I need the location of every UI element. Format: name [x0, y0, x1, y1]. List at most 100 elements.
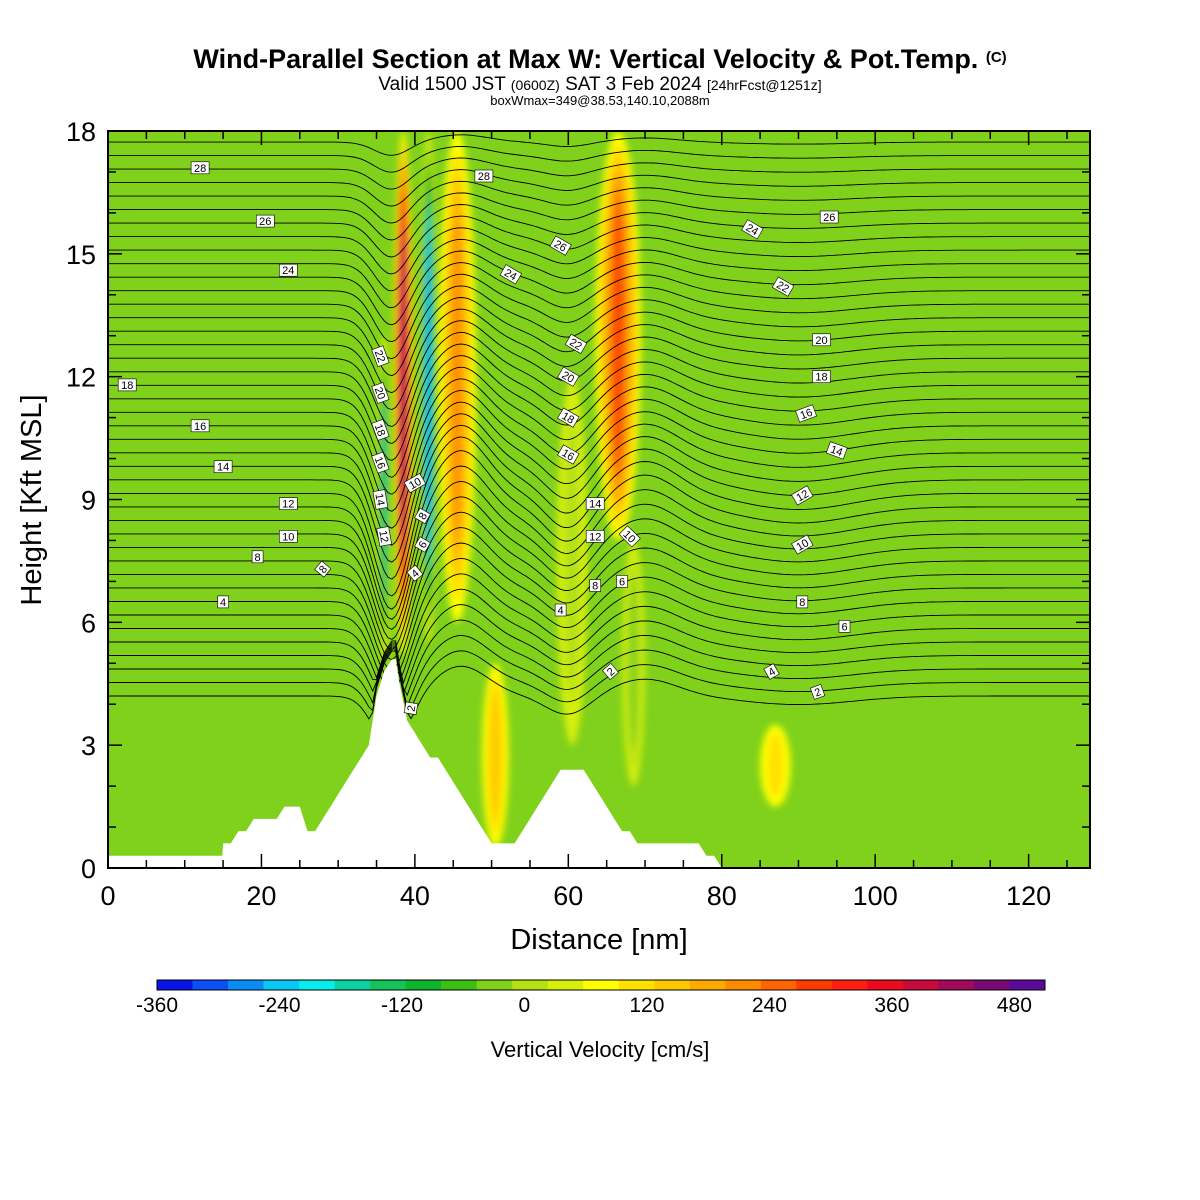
- w-feature-updraft: [760, 724, 791, 807]
- contour-label-text: 8: [592, 581, 598, 593]
- colorbar-swatch: [547, 980, 584, 990]
- x-axis: 0 20 40 60 80 100 120: [100, 131, 1068, 911]
- contour-label: 16: [557, 444, 580, 465]
- contour-label-box: [314, 560, 332, 578]
- contour-label: 28: [474, 169, 494, 183]
- contour-label-text: 2: [406, 704, 419, 712]
- theta-contour: [108, 436, 1090, 597]
- contour-label-box: [557, 407, 580, 428]
- w-band: [629, 577, 638, 750]
- contour-label: 12: [278, 497, 298, 511]
- contour-label-box: [795, 404, 817, 423]
- contour-label-box: [371, 382, 390, 404]
- colorbar-swatch: [760, 980, 797, 990]
- theta-contour: [108, 378, 1090, 512]
- contour-label-box: [616, 575, 628, 588]
- contour-label-box: [557, 366, 580, 387]
- y-axis: 0 3 6 9 12 15 18: [66, 117, 1090, 884]
- contour-label-text: 12: [376, 529, 390, 543]
- x-tick-label: 80: [707, 881, 737, 911]
- contour-label-text: 12: [282, 499, 294, 511]
- colorbar-swatch: [867, 980, 904, 990]
- colorbar-swatch: [973, 980, 1010, 990]
- contour-label: 8: [589, 579, 602, 593]
- contour-label-box: [251, 550, 264, 564]
- contour-label: 10: [791, 534, 814, 555]
- contour-label: 20: [557, 366, 580, 387]
- contour-label: 8: [796, 595, 809, 609]
- contour-label-box: [406, 564, 424, 582]
- contour-label-text: 22: [372, 349, 387, 365]
- colorbar-swatch: [370, 980, 406, 990]
- w-band: [453, 219, 461, 534]
- colorbar-tick-label: 480: [997, 994, 1032, 1017]
- contour-label: 28: [190, 161, 210, 175]
- contour-label: 18: [371, 419, 390, 441]
- contour-label-text: 14: [372, 493, 386, 507]
- x-axis-label: Distance [nm]: [510, 924, 687, 956]
- theta-contour: [108, 169, 1090, 207]
- colorbar-swatch: [157, 980, 193, 990]
- contour-label: 8: [414, 507, 431, 525]
- contour-label-box: [278, 263, 298, 277]
- theta-contour: [108, 650, 1090, 720]
- contour-label-text: 20: [559, 369, 576, 386]
- theta-contour: [108, 285, 1090, 377]
- chart-title: Wind-Parallel Section at Max W: Vertical…: [0, 44, 1200, 75]
- contour-label: 6: [414, 536, 431, 553]
- contour-label-text: 4: [766, 666, 777, 679]
- contour-label-box: [618, 525, 641, 548]
- contour-label-box: [217, 595, 229, 609]
- colorbar-swatch: [192, 980, 229, 990]
- contour-label-text: 18: [372, 422, 387, 438]
- x-tick-label: 60: [553, 881, 583, 911]
- theta-contour: [108, 604, 1090, 696]
- w-band: [564, 418, 580, 704]
- contour-label: 6: [616, 575, 628, 588]
- contour-label-box: [499, 264, 523, 285]
- theta-contour: [108, 413, 1090, 563]
- contour-label: 24: [499, 264, 523, 285]
- x-tick-label: 100: [853, 881, 898, 911]
- contour-label-text: 6: [417, 539, 430, 550]
- contour-labels: 2826241816141210848222018161412108642282…: [117, 161, 851, 716]
- y-tick-label: 3: [81, 731, 96, 761]
- theta-contour: [108, 424, 1090, 580]
- contour-label-box: [819, 210, 839, 224]
- contour-label-box: [602, 662, 619, 681]
- contour-label-box: [278, 497, 298, 510]
- contour-label-box: [403, 472, 427, 494]
- theta-contour: [108, 496, 1090, 640]
- contour-label: 6: [838, 620, 851, 633]
- contour-label-box: [414, 507, 431, 525]
- contour-label-text: 16: [194, 421, 206, 433]
- theta-contour: [108, 157, 1090, 190]
- contour-label-text: 16: [372, 455, 387, 471]
- contour-label: 10: [278, 530, 298, 543]
- contour-label: 2: [602, 662, 619, 681]
- plot-area: 2826241816141210848222018161412108642282…: [107, 130, 1091, 869]
- theta-contour: [108, 238, 1090, 309]
- theta-contour: [108, 343, 1090, 461]
- contour-label-box: [791, 485, 814, 506]
- contour-label-text: 4: [220, 597, 226, 609]
- theta-contour: [108, 227, 1090, 292]
- theta-contour: [108, 192, 1090, 241]
- theta-contour: [108, 320, 1090, 427]
- contour-label-box: [809, 683, 826, 700]
- potential-temperature-contours: [108, 134, 1090, 720]
- y-tick-label: 15: [66, 240, 96, 270]
- contour-label-text: 8: [799, 597, 805, 609]
- contour-label-text: 20: [372, 386, 387, 402]
- contour-label-text: 22: [567, 337, 584, 354]
- contour-label: 20: [812, 333, 831, 347]
- copyright-mark: (C): [985, 49, 1007, 66]
- w-band: [490, 690, 500, 820]
- theta-contour: [108, 648, 1090, 712]
- contour-label-text: 8: [417, 511, 430, 522]
- colorbar-tick-label: -240: [258, 994, 300, 1017]
- contour-label: 22: [771, 276, 795, 297]
- contour-label: 4: [217, 595, 229, 609]
- contour-label: 26: [549, 235, 572, 256]
- contour-label: 24: [278, 263, 298, 277]
